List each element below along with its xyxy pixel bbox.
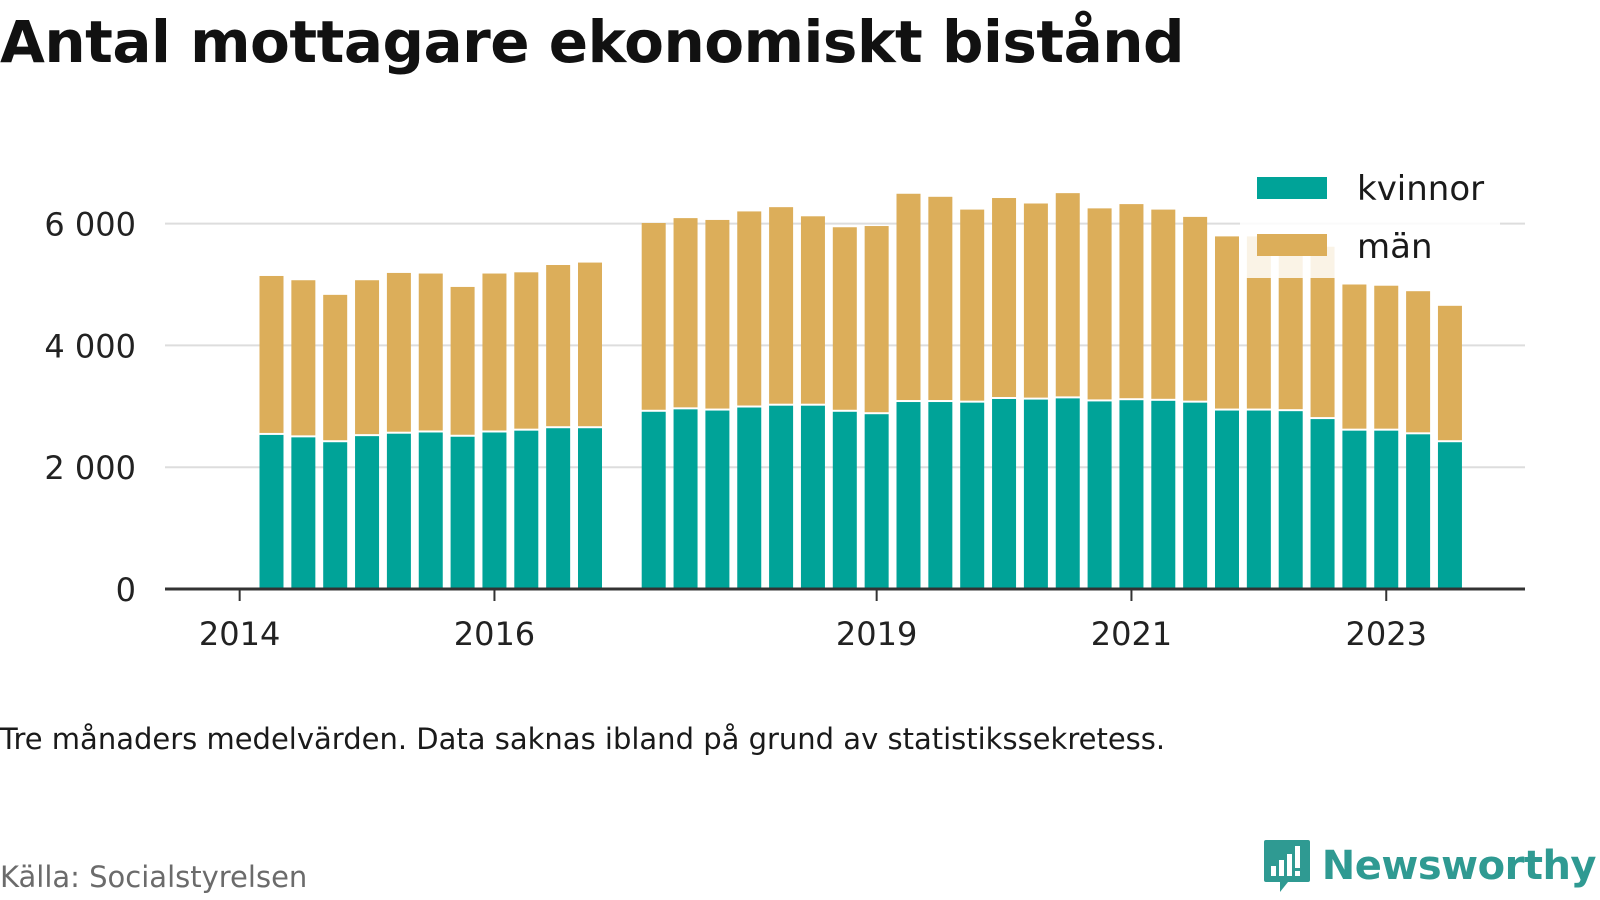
bar-kvinnor (1215, 410, 1239, 589)
bar-kvinnor (578, 428, 602, 589)
chart-note: Tre månaders medelvärden. Data saknas ib… (0, 722, 1166, 756)
bar-kvinnor (514, 430, 539, 589)
x-tick-label: 2021 (1091, 615, 1172, 653)
brand-logo: Newsworthy (1262, 838, 1597, 894)
bar-man (864, 226, 889, 413)
bar-man (1406, 291, 1431, 433)
bar-man (514, 272, 539, 429)
bar-kvinnor (1437, 442, 1462, 589)
newsworthy-logo-icon (1263, 840, 1310, 892)
bar-kvinnor (705, 410, 730, 589)
bar-kvinnor (1246, 410, 1271, 589)
y-tick-label: 4 000 (44, 327, 136, 365)
y-tick-label: 6 000 (44, 206, 136, 244)
bar-man (482, 273, 507, 431)
x-tick-label: 2023 (1346, 615, 1427, 653)
bars (259, 193, 1462, 589)
bar-man (1023, 203, 1048, 398)
bar-man (1215, 236, 1239, 409)
bar-kvinnor (386, 433, 411, 589)
bar-kvinnor (1310, 419, 1335, 589)
bar-man (1055, 193, 1080, 397)
bar-kvinnor (673, 409, 698, 589)
bar-kvinnor (546, 428, 571, 589)
x-tick-label: 2016 (454, 615, 535, 653)
bar-kvinnor (355, 436, 380, 589)
bar-man (737, 211, 762, 406)
bar-man (386, 272, 411, 432)
x-axis-ticks: 2014 2016 2019 2021 2023 (199, 589, 1427, 653)
bar-kvinnor (737, 407, 762, 589)
bar-man (1183, 216, 1208, 401)
bar-man (291, 280, 316, 436)
legend-label-kvinnor: kvinnor (1357, 169, 1484, 209)
bar-man (1119, 204, 1144, 399)
source-credit: Källa: Socialstyrelsen (0, 860, 308, 894)
bar-kvinnor (1278, 411, 1303, 589)
bar-man (1087, 208, 1112, 400)
bar-kvinnor (864, 414, 889, 589)
bar-man (323, 294, 348, 441)
bar-man (1437, 305, 1462, 441)
bar-man (928, 196, 953, 401)
bar-kvinnor (291, 437, 316, 589)
legend-swatch-man (1257, 234, 1327, 256)
bar-kvinnor (323, 442, 348, 589)
bar-kvinnor (1087, 401, 1112, 589)
bar-man (641, 222, 666, 410)
bar-man (1342, 284, 1367, 429)
bar-kvinnor (992, 398, 1017, 589)
bar-kvinnor (1055, 398, 1080, 589)
bar-man (673, 218, 698, 408)
bar-kvinnor (418, 432, 443, 589)
bar-man (1374, 285, 1399, 429)
bar-man (259, 275, 284, 433)
bar-kvinnor (1342, 430, 1367, 589)
brand-name: Newsworthy (1321, 843, 1597, 889)
bar-man (705, 219, 730, 409)
bar-kvinnor (832, 411, 857, 589)
bar-man (355, 280, 380, 435)
x-tick-label: 2019 (836, 615, 917, 653)
bar-man (450, 286, 475, 435)
bar-man (1151, 209, 1176, 399)
legend: kvinnor män (1240, 160, 1500, 278)
bar-man (992, 198, 1017, 397)
bar-man (800, 216, 825, 404)
bar-kvinnor (896, 402, 921, 589)
bar-kvinnor (1374, 430, 1399, 589)
y-tick-label: 2 000 (44, 449, 136, 487)
bar-kvinnor (482, 432, 507, 589)
bar-kvinnor (769, 405, 794, 589)
bar-man (769, 207, 794, 404)
bar-kvinnor (641, 411, 666, 589)
y-tick-label: 0 (116, 571, 136, 609)
bar-chart: 0 2 000 4 000 6 000 2014 2016 2019 2021 2023 kv… (44, 160, 1525, 653)
bar-man (578, 262, 602, 427)
bar-kvinnor (1023, 399, 1048, 589)
bar-kvinnor (1406, 434, 1431, 589)
bar-kvinnor (1183, 402, 1208, 589)
bar-man (832, 227, 857, 410)
bar-kvinnor (800, 405, 825, 589)
bar-kvinnor (928, 402, 953, 589)
bar-man (546, 265, 571, 427)
y-axis-ticks: 0 2 000 4 000 6 000 (44, 206, 136, 609)
legend-label-man: män (1357, 227, 1433, 267)
legend-swatch-kvinnor (1257, 177, 1327, 199)
bar-kvinnor (259, 434, 284, 589)
bar-kvinnor (1119, 400, 1144, 589)
bar-man (960, 209, 985, 401)
chart-title: Antal mottagare ekonomiskt bistånd (0, 8, 1185, 76)
bar-kvinnor (960, 402, 985, 589)
bar-man (896, 193, 921, 401)
x-tick-label: 2014 (199, 615, 280, 653)
bar-kvinnor (450, 436, 475, 589)
bar-man (418, 273, 443, 431)
bar-kvinnor (1151, 400, 1176, 589)
